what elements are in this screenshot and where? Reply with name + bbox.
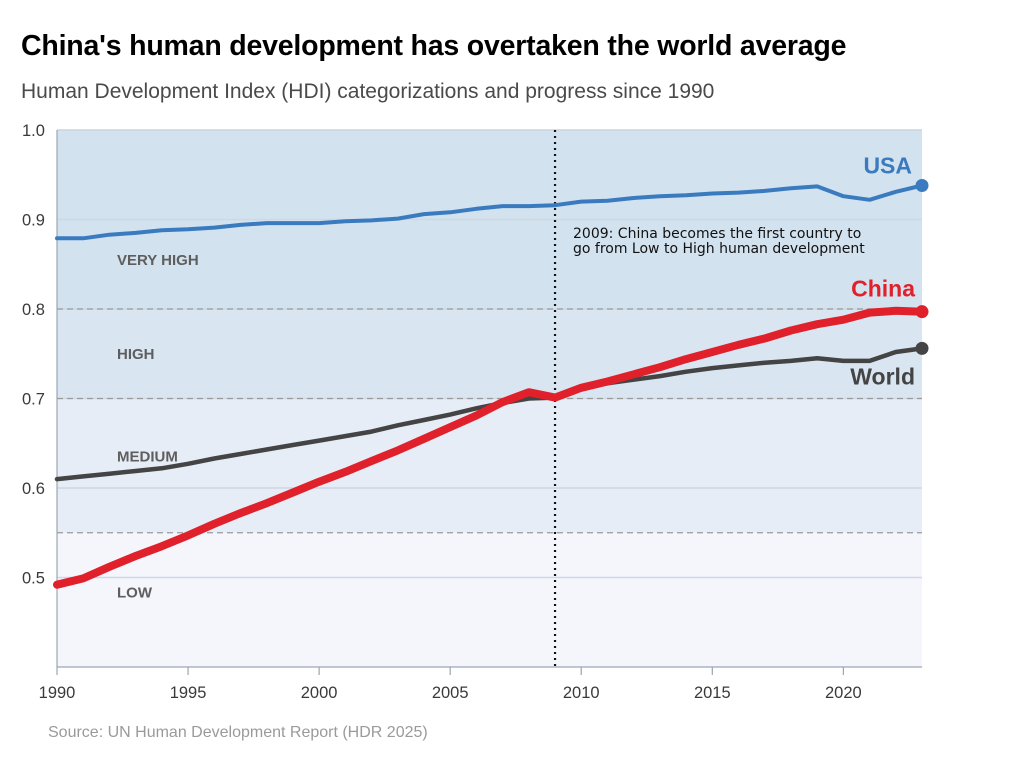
band-low: [57, 532, 922, 667]
series-end-dot-usa: [915, 178, 929, 192]
x-tick-label: 2010: [563, 684, 600, 702]
x-tick-label: 1990: [39, 684, 76, 702]
band-high: [57, 309, 922, 399]
series-line-china: [53, 306, 926, 589]
y-tick-label: 0.7: [22, 391, 45, 409]
y-tick-label: 0.8: [22, 301, 45, 319]
band-label-medium: MEDIUM: [117, 449, 178, 466]
x-tick-label: 2020: [825, 684, 862, 702]
band-label-high: HIGH: [117, 346, 155, 363]
y-tick-label: 0.5: [22, 570, 45, 588]
x-tick-label: 1995: [170, 684, 207, 702]
series-line-usa: [55, 183, 924, 241]
band-label-very-high: VERY HIGH: [117, 252, 199, 269]
y-tick-label: 0.6: [22, 480, 45, 498]
series-end-dot-world: [915, 341, 929, 355]
series-label-china: China: [851, 276, 915, 302]
series-label-world: World: [850, 363, 915, 389]
annotation-text: go from Low to High human development: [573, 241, 865, 257]
chart-title: China's human development has overtaken …: [21, 30, 847, 62]
y-tick-label: 1.0: [22, 122, 45, 140]
y-tick-label: 0.9: [22, 212, 45, 230]
band-label-low: LOW: [117, 585, 153, 602]
series-end-dot-china: [915, 305, 929, 319]
annotation-text: 2009: China becomes the first country to: [573, 226, 861, 242]
series-label-usa: USA: [863, 152, 912, 178]
x-tick-label: 2000: [301, 684, 338, 702]
chart-subtitle: Human Development Index (HDI) categoriza…: [21, 80, 715, 103]
band-medium: [57, 398, 922, 533]
source-note: Source: UN Human Development Report (HDR…: [48, 724, 428, 741]
x-tick-label: 2005: [432, 684, 469, 702]
x-tick-label: 2015: [694, 684, 731, 702]
